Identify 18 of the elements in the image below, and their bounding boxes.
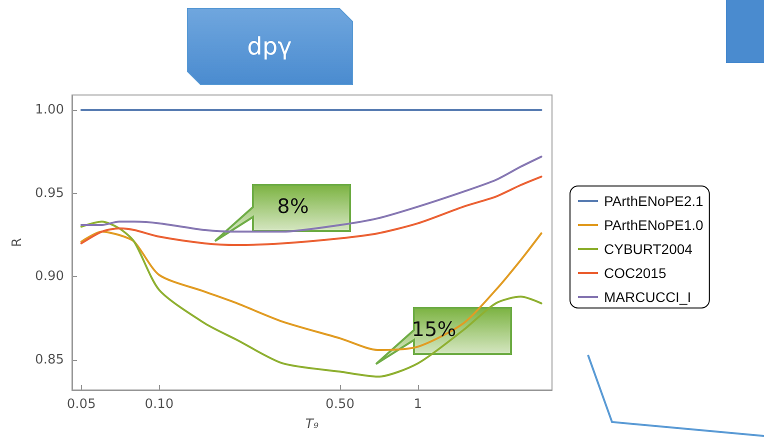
y-tick-label: 0.85 bbox=[35, 352, 64, 368]
x-tick-label: 0.05 bbox=[66, 397, 96, 412]
y-axis-title: R bbox=[10, 238, 25, 248]
legend-label: COC2015 bbox=[604, 265, 666, 281]
annotation: 15% bbox=[412, 317, 456, 341]
x-axis-title: T₉ bbox=[305, 417, 319, 432]
legend-label: PArthENoPE1.0 bbox=[604, 217, 704, 233]
legend-label: MARCUCCI_I bbox=[604, 289, 692, 305]
y-tick-label: 1.00 bbox=[35, 102, 64, 118]
x-tick-label: 1 bbox=[414, 397, 422, 412]
x-tick-label: 0.10 bbox=[144, 397, 174, 412]
legend-label: PArthENoPE2.1 bbox=[604, 193, 704, 209]
x-tick-label: 0.50 bbox=[326, 397, 354, 412]
annotation: 8% bbox=[277, 194, 309, 218]
legend-label: CYBURT2004 bbox=[604, 241, 693, 257]
chart-title: dpγ bbox=[247, 32, 292, 60]
y-tick-label: 0.95 bbox=[35, 186, 64, 201]
y-tick-label: 0.90 bbox=[35, 269, 64, 284]
